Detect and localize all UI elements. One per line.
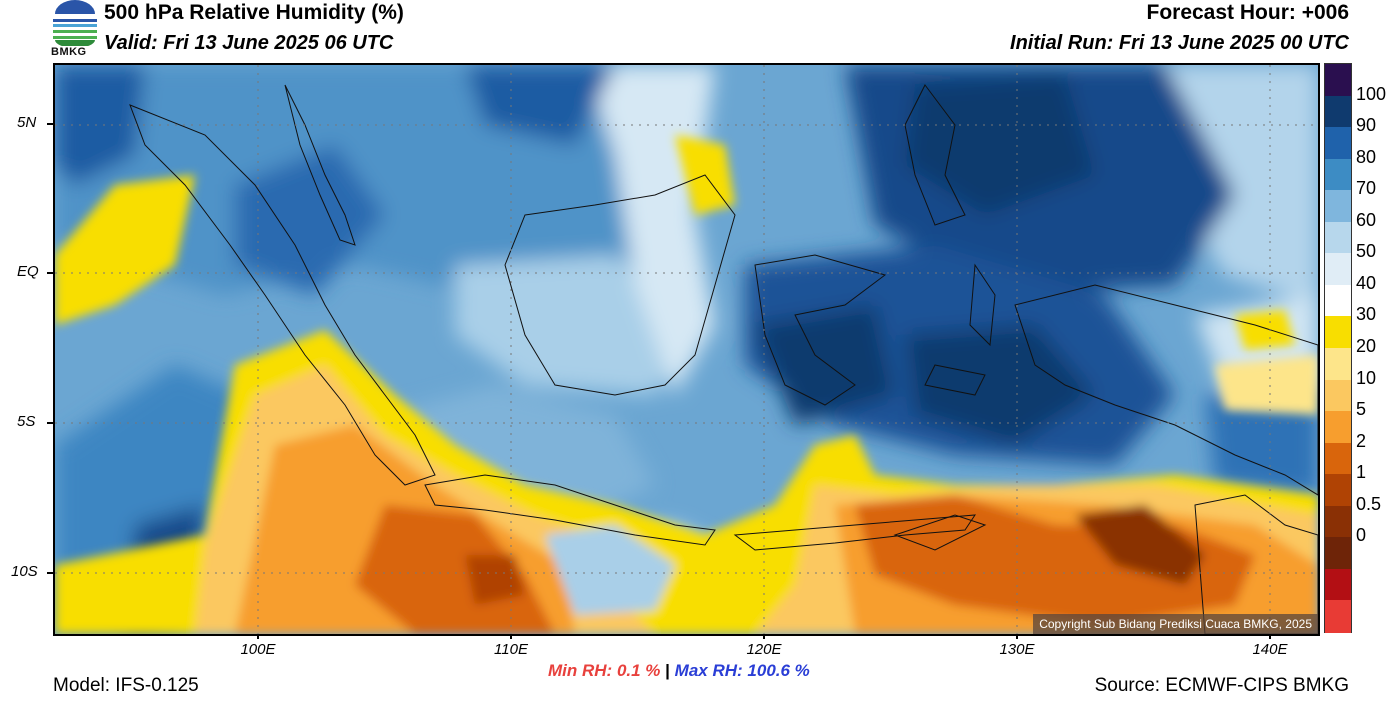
colorbar-segment xyxy=(1325,379,1351,412)
lat-tick xyxy=(47,272,53,274)
colorbar-label: 2 xyxy=(1356,430,1367,451)
colorbar-label: 0 xyxy=(1356,525,1367,546)
colorbar-label: 80 xyxy=(1356,146,1377,167)
bmkg-logo: BMKG xyxy=(50,0,100,62)
colorbar-segment xyxy=(1325,600,1351,633)
copyright-notice: Copyright Sub Bidang Prediksi Cuaca BMKG… xyxy=(1033,614,1318,634)
lat-tick xyxy=(47,123,53,125)
lat-label-eq: EQ xyxy=(17,263,39,280)
colorbar-label: 20 xyxy=(1356,336,1377,356)
colorbar-label: 50 xyxy=(1356,241,1377,262)
min-rh-value: 0.1 % xyxy=(616,661,661,680)
logo-text: BMKG xyxy=(51,46,87,58)
max-rh-label: Max RH: 100.6 % xyxy=(674,661,810,680)
lat-label-5s: 5S xyxy=(17,413,36,430)
colorbar-segment xyxy=(1325,158,1351,191)
colorbar xyxy=(1324,63,1352,633)
colorbar-label: 40 xyxy=(1356,272,1377,293)
lon-tick xyxy=(1016,634,1018,639)
rh-stats: Min RH: 0.1 % | Max RH: 100.6 % xyxy=(548,661,810,681)
valid-time: Valid: Fri 13 June 2025 06 UTC xyxy=(104,32,394,54)
colorbar-label: 60 xyxy=(1356,209,1377,230)
lat-label-5n: 5N xyxy=(17,114,37,131)
lon-tick xyxy=(257,634,259,639)
colorbar-segment xyxy=(1325,348,1351,381)
forecast-hour: Forecast Hour: +006 xyxy=(1146,1,1350,24)
colorbar-label: 5 xyxy=(1356,399,1367,420)
lon-label-110e: 110E xyxy=(494,641,528,658)
humidity-field xyxy=(55,65,1318,634)
lon-tick xyxy=(763,634,765,639)
lon-tick xyxy=(1269,634,1271,639)
colorbar-label: 0.5 xyxy=(1356,493,1382,514)
source-label: Source: ECMWF-CIPS BMKG xyxy=(1094,675,1349,696)
lat-label-10s: 10S xyxy=(11,563,38,580)
bmkg-logo-icon xyxy=(53,0,97,48)
colorbar-segment xyxy=(1325,253,1351,286)
lon-label-120e: 120E xyxy=(746,641,782,658)
colorbar-segment xyxy=(1325,411,1351,444)
colorbar-segment xyxy=(1325,474,1351,507)
colorbar-segment xyxy=(1325,95,1351,128)
colorbar-segment xyxy=(1325,190,1351,223)
lat-tick xyxy=(47,572,53,574)
humidity-map[interactable]: Copyright Sub Bidang Prediksi Cuaca BMKG… xyxy=(53,63,1320,636)
lat-tick xyxy=(47,422,53,424)
model-label: Model: IFS-0.125 xyxy=(53,675,199,696)
colorbar-label: 1 xyxy=(1356,462,1367,483)
colorbar-label: 10 xyxy=(1356,367,1377,388)
colorbar-segment xyxy=(1325,64,1351,97)
colorbar-label: 100 xyxy=(1356,83,1387,104)
initial-run: Initial Run: Fri 13 June 2025 00 UTC xyxy=(1010,32,1349,54)
colorbar-segment xyxy=(1325,316,1351,349)
colorbar-segment xyxy=(1325,505,1351,538)
colorbar-segment xyxy=(1325,568,1351,602)
colorbar-segment xyxy=(1325,127,1351,160)
coastlines xyxy=(129,84,1318,634)
lon-tick xyxy=(510,634,512,639)
map-title: 500 hPa Relative Humidity (%) xyxy=(104,1,404,24)
colorbar-segment xyxy=(1325,284,1351,318)
stats-separator: | xyxy=(665,661,670,680)
colorbar-segment xyxy=(1325,537,1351,570)
colorbar-label: 30 xyxy=(1356,304,1377,325)
colorbar-label: 70 xyxy=(1356,178,1377,199)
colorbar-segment xyxy=(1325,221,1351,254)
lon-label-100e: 100E xyxy=(240,641,276,658)
min-rh-label: Min RH: xyxy=(548,661,613,680)
lon-label-130e: 130E xyxy=(999,641,1035,658)
colorbar-segment xyxy=(1325,442,1351,475)
lon-label-140e: 140E xyxy=(1252,641,1288,658)
colorbar-label: 90 xyxy=(1356,115,1377,136)
